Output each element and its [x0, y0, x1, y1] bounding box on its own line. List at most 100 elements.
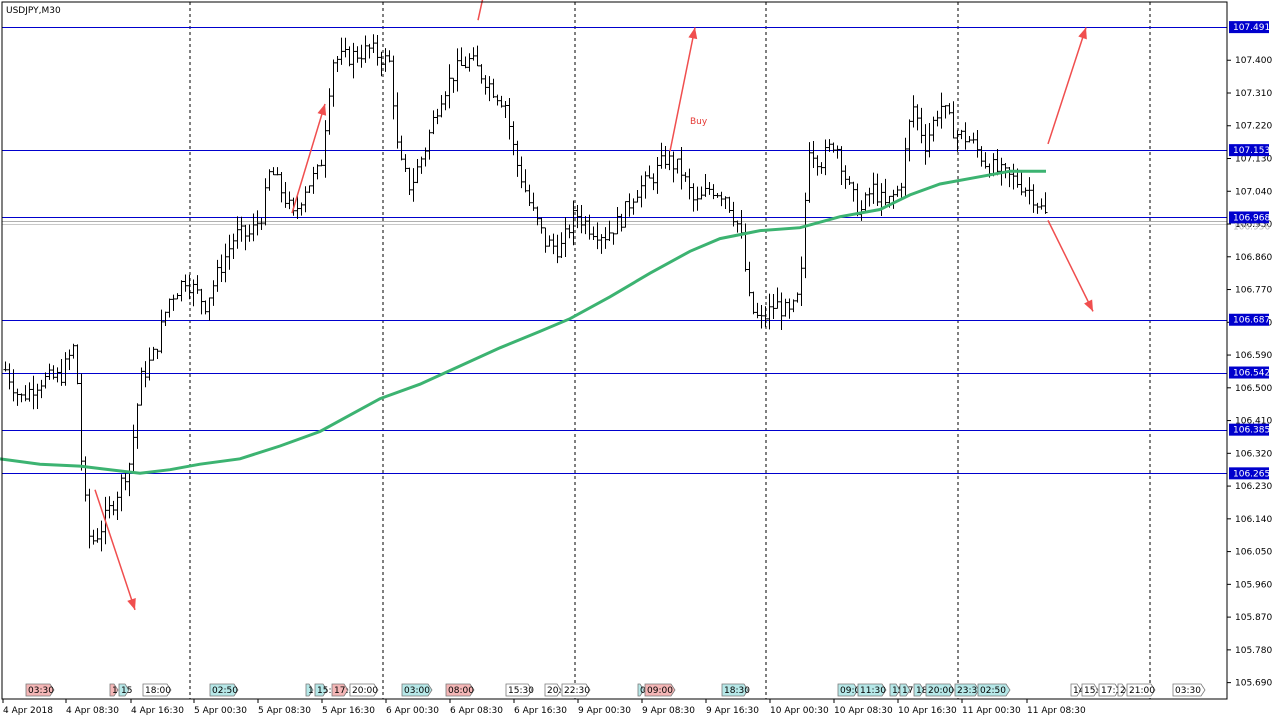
candle-142: [571, 200, 576, 246]
candle-122: [491, 78, 496, 99]
price-tick-label-3: 107.130: [1235, 155, 1272, 165]
candle-48: [195, 275, 200, 294]
session-tag: [954, 683, 980, 697]
session-label-12: 20:: [544, 683, 562, 697]
session-text: 03:30: [1175, 686, 1201, 696]
candle-111: [447, 64, 452, 109]
candle-204: [819, 162, 824, 174]
candle-44: [179, 280, 184, 302]
candle-199: [799, 256, 804, 306]
candle-136: [547, 235, 552, 247]
arrow-head: [1084, 299, 1093, 312]
candle-177: [711, 184, 716, 200]
time-tick-label-6: 6 Apr 00:30: [386, 706, 439, 716]
candle-52: [211, 280, 216, 306]
candle-169: [679, 146, 684, 190]
candle-161: [647, 165, 652, 179]
price-tag-bg: [1229, 313, 1269, 326]
candle-190: [763, 306, 768, 328]
candle-96: [387, 50, 392, 63]
candle-40: [163, 311, 168, 326]
time-tick-label-12: 10 Apr 00:30: [770, 706, 829, 716]
candle-217: [871, 172, 876, 204]
candle-135: [543, 227, 548, 253]
vertical-grid: [189, 2, 1151, 699]
session-text: 15: [892, 686, 903, 696]
session-tag: [913, 683, 925, 697]
candle-141: [567, 224, 572, 239]
session-label-15: 09:00: [644, 683, 676, 697]
candle-207: [831, 142, 836, 153]
candle-181: [727, 196, 732, 213]
price-tick-label-9: 106.590: [1235, 351, 1272, 361]
price-tick-label-4: 107.040: [1235, 187, 1272, 197]
signal-arrow-2: [669, 27, 698, 152]
bid-price-label: 106.956: [1233, 222, 1270, 232]
candle-38: [155, 348, 160, 360]
candle-53: [215, 259, 220, 292]
price-tags: 107.491 107.153 106.968 106.687 106.542 106.3…: [1229, 21, 1270, 480]
candle-63: [255, 210, 260, 236]
candle-212: [851, 181, 856, 202]
candle-144: [579, 205, 584, 234]
candle-191: [767, 293, 772, 330]
candle-101: [407, 167, 412, 195]
candle-51: [207, 297, 212, 321]
session-label-16: 18:30: [721, 683, 750, 697]
candle-104: [419, 156, 424, 174]
candle-132: [531, 192, 536, 211]
session-label-18: 11:30: [857, 683, 887, 697]
candle-216: [867, 187, 872, 207]
candle-56: [227, 234, 232, 270]
candle-7: [31, 375, 36, 410]
price-tick-label-10: 106.500: [1235, 384, 1272, 394]
session-tag: [505, 683, 533, 697]
candle-137: [551, 233, 556, 255]
candle-23: [95, 528, 100, 543]
candle-19: [79, 373, 84, 471]
candle-239: [959, 129, 964, 140]
price-tag-bg: [1229, 366, 1269, 379]
candle-203: [815, 155, 820, 176]
session-text: 09:00: [647, 686, 673, 696]
candle-194: [779, 292, 784, 331]
time-tick-label-13: 10 Apr 08:30: [834, 706, 893, 716]
session-label-10: 08:00: [445, 683, 475, 697]
session-text: 02:50: [212, 686, 238, 696]
candle-39: [159, 309, 164, 354]
candle-163: [655, 156, 660, 194]
price-tag-label: 106.687: [1233, 316, 1270, 326]
candle-94: [379, 51, 384, 77]
candle-197: [791, 299, 796, 313]
candle-208: [835, 145, 840, 159]
session-tag: [314, 683, 328, 697]
candle-153: [615, 207, 620, 235]
session-text: 18:00: [145, 686, 171, 696]
session-labels: 03:30 1 15 18:00 02:50 1 15: 17:320:00 03:00 08:0…: [25, 683, 1206, 697]
candle-43: [175, 293, 180, 300]
candle-50: [203, 300, 208, 315]
session-text: 11:30: [860, 686, 886, 696]
candle-188: [755, 302, 760, 319]
candle-259: [1039, 198, 1044, 210]
time-tick-label-10: 9 Apr 08:30: [642, 706, 695, 716]
session-label-2: 15: [118, 683, 132, 697]
session-tag: [544, 683, 562, 697]
candle-13: [55, 367, 60, 383]
candle-120: [483, 75, 488, 95]
candle-45: [183, 274, 188, 292]
session-tag: [25, 683, 55, 697]
candle-57: [231, 233, 236, 260]
time-tick-label-9: 9 Apr 00:30: [578, 706, 631, 716]
time-tick-label-8: 6 Apr 16:30: [514, 706, 567, 716]
session-tag: [889, 683, 901, 697]
candle-15: [63, 352, 68, 386]
candle-21: [87, 488, 92, 549]
session-tag: [1098, 683, 1120, 697]
candle-187: [751, 291, 756, 315]
candle-257: [1031, 184, 1036, 213]
price-tick-label-11: 106.410: [1235, 417, 1272, 427]
session-tag: [305, 683, 314, 697]
